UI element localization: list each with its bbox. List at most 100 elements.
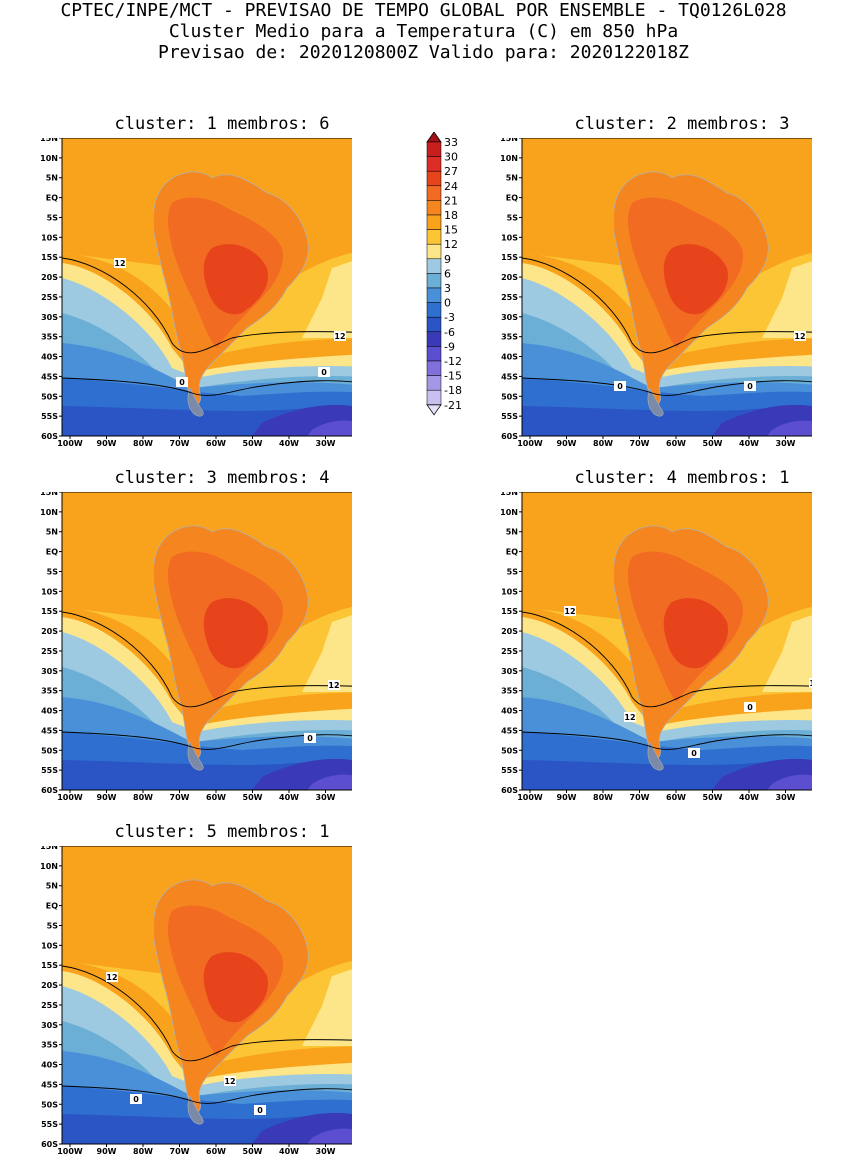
colorbar-bottom-arrow	[426, 404, 442, 416]
contour-label-bg	[564, 606, 576, 616]
lat-label: 30S	[501, 667, 518, 676]
lat-label: EQ	[506, 548, 518, 557]
lon-label: 50W	[703, 793, 723, 802]
contour-12	[522, 257, 812, 354]
lon-label: 40W	[279, 439, 299, 448]
map-frame	[61, 138, 352, 437]
lat-label: 10N	[500, 508, 518, 517]
lon-label: 50W	[243, 793, 263, 802]
colorbar-level-label: 3	[444, 282, 451, 295]
lon-label: 80W	[593, 439, 613, 448]
lat-label: 35S	[41, 333, 58, 342]
colorbar-level-label: 24	[444, 180, 458, 193]
lat-label: 10S	[501, 233, 518, 242]
contour-label-12: 12	[809, 679, 812, 688]
panel-5-title: cluster: 5 membros: 1	[114, 822, 330, 842]
colorbar-top-arrow	[426, 131, 442, 143]
contour-label-12: 12	[794, 332, 805, 341]
lat-label: 50S	[41, 1100, 58, 1109]
lat-label: 35S	[501, 333, 518, 342]
lon-label: 90W	[97, 1147, 117, 1156]
contour-label-bg	[809, 678, 812, 688]
colorbar-level-label: 15	[444, 224, 458, 237]
lat-label: 5S	[507, 567, 519, 576]
colorbar-level-label: -12	[444, 355, 462, 368]
lat-label: 40S	[501, 353, 518, 362]
lat-label: 15S	[501, 607, 518, 616]
map-panel-2: 12 0 0 15N 10N 5N EQ 5S 10S 15S 20S 25S 30S 35S 40S 45S…	[492, 138, 812, 448]
colorbar-level-label: 12	[444, 238, 458, 251]
patagonia-landmass	[647, 741, 664, 771]
contour-12	[62, 611, 352, 708]
lat-label: 15N	[40, 846, 58, 851]
lat-label: 10S	[41, 233, 58, 242]
lat-label: 30S	[41, 313, 58, 322]
lon-label: 30W	[776, 793, 796, 802]
lat-label: 60S	[501, 786, 518, 795]
lat-label: 45S	[41, 1080, 58, 1089]
lat-label: 10S	[501, 587, 518, 596]
lon-label: 40W	[739, 793, 759, 802]
contour-label-bg	[130, 1094, 142, 1104]
colorbar-level-label: 0	[444, 297, 451, 310]
lat-label: 5S	[47, 567, 59, 576]
colorbar-level-label: -9	[444, 340, 455, 353]
lat-label: 10S	[41, 941, 58, 950]
map-area: 12 12 0 0	[62, 138, 352, 436]
lon-label: 30W	[316, 793, 336, 802]
header-line-3: Previsao de: 2020120800Z Valido para: 20…	[157, 42, 689, 63]
lat-label: 20S	[501, 627, 518, 636]
lat-label: 20S	[41, 627, 58, 636]
lon-label: 60W	[206, 1147, 226, 1156]
panel-4-title: cluster: 4 membros: 1	[574, 468, 790, 488]
colorbar-level-label: 9	[444, 253, 451, 266]
lat-label: 55S	[41, 1120, 58, 1129]
lat-label: 55S	[501, 412, 518, 421]
colorbar-swatch	[426, 141, 442, 157]
contour-0	[522, 731, 812, 750]
contour-label-bg	[624, 712, 636, 722]
lat-label: 15S	[41, 607, 58, 616]
lat-label: 25S	[501, 647, 518, 656]
lat-label: 20S	[41, 981, 58, 990]
contour-label-12: 12	[106, 973, 117, 982]
lon-label: 100W	[57, 793, 83, 802]
lat-label: 15S	[501, 253, 518, 262]
lat-label: 50S	[41, 392, 58, 401]
contour-label-bg	[794, 331, 806, 341]
contour-0	[522, 377, 812, 396]
contour-label-bg	[176, 377, 188, 387]
colorbar-level-label: -15	[444, 370, 462, 383]
colorbar-swatch	[426, 185, 442, 201]
map-area: 12 0	[62, 492, 352, 790]
lat-label: 15N	[500, 138, 518, 143]
contour-label-bg	[744, 381, 756, 391]
contour-label-0: 0	[747, 703, 753, 712]
lat-label: 60S	[41, 432, 58, 441]
colorbar: 33 30 27 24 21 18 15 12 9 6 3 0 -3 -6 -9 -12 -15 -18 -21	[420, 131, 480, 444]
map-frame	[521, 138, 812, 437]
lon-label: 30W	[776, 439, 796, 448]
map-area: 12 0 0	[522, 138, 812, 436]
colorbar-swatch	[426, 287, 442, 303]
lat-label: 5S	[47, 213, 59, 222]
contour-label-bg	[334, 331, 346, 341]
panel-3-title: cluster: 3 membros: 4	[114, 468, 330, 488]
colorbar-swatch	[426, 375, 442, 391]
lat-label: 35S	[41, 1041, 58, 1050]
contour-label-bg	[688, 748, 700, 758]
lon-label: 40W	[279, 793, 299, 802]
lat-label: 55S	[41, 412, 58, 421]
lon-label: 90W	[97, 439, 117, 448]
lat-label: 35S	[41, 687, 58, 696]
lat-label: 15N	[40, 138, 58, 143]
contour-label-bg	[328, 680, 340, 690]
header-line-2: Cluster Medio para a Temperatura (C) em …	[168, 21, 679, 42]
lon-label: 80W	[593, 793, 613, 802]
contour-label-0: 0	[617, 382, 623, 391]
lat-label: 15S	[41, 961, 58, 970]
lat-label: 15N	[500, 492, 518, 497]
lat-label: 60S	[501, 432, 518, 441]
contour-label-bg	[318, 367, 330, 377]
lon-label: 80W	[133, 793, 153, 802]
